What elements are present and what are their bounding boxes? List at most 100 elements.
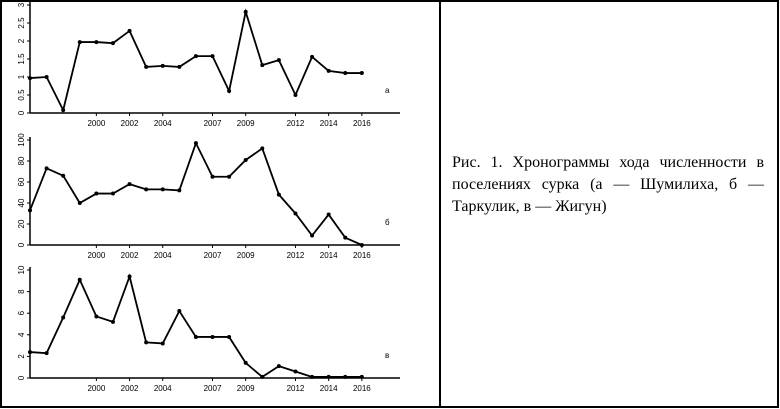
- data-point: [260, 63, 265, 68]
- data-point: [227, 89, 232, 94]
- x-tick-label: 2012: [287, 384, 305, 393]
- data-line: [29, 273, 362, 379]
- data-point: [110, 191, 115, 196]
- data-point: [177, 64, 182, 69]
- x-tick-label: 2016: [353, 384, 371, 393]
- data-point: [127, 28, 132, 33]
- data-point: [343, 374, 348, 379]
- data-point: [193, 334, 198, 339]
- data-point: [77, 201, 82, 205]
- data-point: [94, 314, 99, 319]
- y-tick-label: 20: [17, 219, 26, 228]
- data-point: [276, 364, 281, 369]
- caption: Рис. 1. Хронограммы хода численности в п…: [452, 154, 764, 215]
- x-tick-label: 2009: [237, 119, 255, 128]
- x-tick-label: 2002: [121, 251, 139, 260]
- data-point: [94, 191, 99, 196]
- data-point: [160, 341, 165, 346]
- data-point: [310, 54, 315, 59]
- y-tick-label: 2.5: [17, 17, 26, 29]
- data-point: [276, 192, 281, 197]
- y-tick-label: 3: [17, 2, 26, 7]
- data-point: [110, 319, 115, 324]
- data-point: [44, 166, 49, 171]
- data-point: [210, 174, 215, 179]
- data-point: [326, 68, 331, 73]
- panel-label: в: [385, 351, 389, 360]
- data-line: [29, 140, 363, 246]
- data-point: [177, 188, 182, 193]
- x-tick-label: 2007: [204, 119, 222, 128]
- data-point: [326, 212, 331, 217]
- y-tick-label: 10: [17, 265, 26, 274]
- data-point: [359, 374, 364, 379]
- x-tick-label: 2007: [204, 384, 222, 393]
- data-point: [61, 315, 66, 320]
- data-point: [227, 334, 232, 339]
- data-point: [210, 54, 215, 59]
- data-point: [160, 187, 165, 192]
- data-point: [293, 93, 298, 97]
- y-tick-label: 0: [17, 110, 26, 115]
- x-tick-label: 2007: [204, 251, 222, 260]
- y-tick-label: 100: [17, 133, 26, 147]
- data-point: [127, 182, 132, 187]
- y-tick-label: 8: [17, 289, 26, 294]
- x-tick-label: 2016: [353, 119, 371, 128]
- data-point: [359, 71, 364, 76]
- data-point: [343, 235, 348, 240]
- y-tick-label: 2: [17, 354, 26, 359]
- panel-label: а: [385, 86, 390, 95]
- data-point: [160, 63, 165, 68]
- x-tick-label: 2002: [121, 119, 139, 128]
- data-point: [276, 58, 281, 63]
- data-point: [127, 274, 132, 279]
- data-point: [110, 41, 115, 46]
- data-point: [28, 350, 32, 355]
- data-point: [310, 233, 315, 238]
- data-point: [359, 243, 364, 247]
- x-tick-label: 2014: [320, 119, 338, 128]
- y-tick-label: 80: [17, 156, 26, 165]
- x-tick-label: 2012: [287, 251, 305, 260]
- data-point: [326, 374, 331, 379]
- data-point: [44, 75, 49, 79]
- data-point: [260, 146, 265, 151]
- y-tick-label: 6: [17, 310, 26, 315]
- data-point: [61, 173, 66, 178]
- x-tick-label: 2002: [121, 384, 139, 393]
- data-point: [243, 157, 248, 162]
- y-tick-label: 0: [17, 375, 26, 380]
- data-point: [77, 40, 82, 45]
- data-point: [44, 351, 49, 356]
- data-point: [243, 9, 248, 14]
- x-tick-label: 2000: [87, 119, 105, 128]
- data-point: [144, 64, 149, 69]
- x-tick-label: 2000: [87, 251, 105, 260]
- y-tick-label: 1: [17, 74, 26, 79]
- x-tick-label: 2004: [154, 384, 172, 393]
- y-tick-label: 0: [17, 242, 26, 247]
- x-tick-label: 2014: [320, 251, 338, 260]
- x-tick-label: 2009: [237, 384, 255, 393]
- x-tick-label: 2004: [154, 251, 172, 260]
- x-tick-label: 2014: [320, 384, 338, 393]
- data-point: [210, 334, 215, 339]
- panel-label: б: [385, 218, 390, 227]
- data-point: [177, 309, 182, 314]
- y-tick-label: 0.5: [17, 89, 26, 101]
- y-tick-label: 40: [17, 198, 26, 207]
- y-tick-label: 60: [17, 177, 26, 186]
- x-tick-label: 2000: [87, 384, 105, 393]
- x-tick-label: 2009: [237, 251, 255, 260]
- data-point: [94, 40, 99, 45]
- y-tick-label: 4: [17, 332, 26, 337]
- data-point: [293, 369, 298, 374]
- data-point: [193, 54, 198, 59]
- data-point: [243, 360, 248, 365]
- data-point: [77, 277, 82, 282]
- y-tick-label: 1.5: [17, 53, 26, 65]
- data-point: [61, 108, 66, 113]
